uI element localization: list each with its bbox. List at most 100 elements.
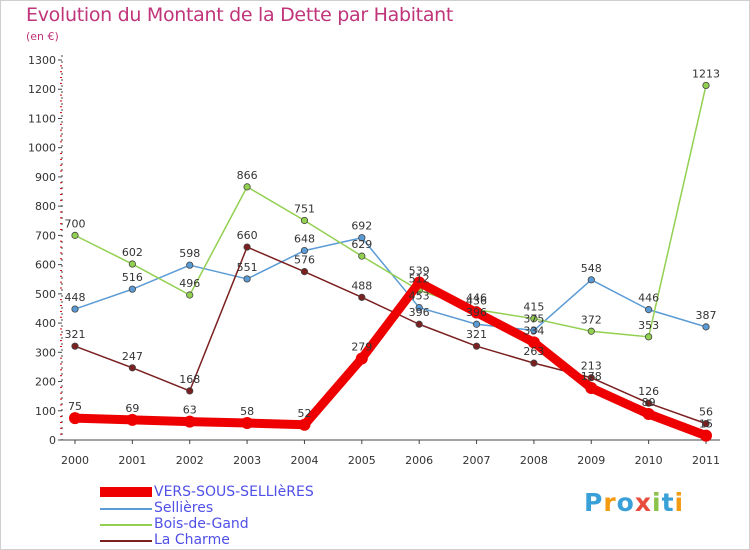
data-point (358, 234, 366, 242)
data-label: 279 (351, 340, 372, 353)
data-point (645, 306, 653, 314)
data-label: 321 (65, 328, 86, 341)
y-tick-label: 800 (35, 200, 56, 213)
data-label: 648 (294, 233, 315, 246)
data-point (472, 320, 481, 328)
data-point (527, 336, 540, 349)
data-label: 548 (581, 262, 602, 275)
x-tick-label: 2004 (290, 454, 318, 467)
data-label: 263 (523, 345, 544, 358)
data-point (700, 429, 712, 442)
data-label: 213 (581, 360, 602, 373)
x-tick-label: 2005 (348, 454, 376, 467)
axes: 0 100 200 300 400 500 600 700 800 900 1000 1100 1200… (28, 54, 720, 467)
data-label: 52 (297, 407, 311, 420)
data-point (642, 407, 655, 420)
legend-swatch (100, 540, 152, 542)
y-tick-label: 100 (35, 405, 56, 418)
y-tick-label: 700 (35, 229, 56, 242)
data-labels: 75 69 63 58 52 279 539 436 334 178 89 15 448 516 598 55… (65, 67, 721, 430)
data-label: 602 (122, 246, 143, 259)
data-label: 539 (409, 264, 430, 277)
data-label: 247 (122, 350, 143, 363)
data-label: 353 (638, 319, 659, 332)
data-label: 436 (466, 295, 487, 308)
legend-swatch (100, 508, 152, 510)
data-point (702, 420, 710, 428)
data-point (300, 216, 309, 225)
data-label: 415 (523, 301, 544, 314)
data-point (413, 276, 426, 289)
data-point (71, 305, 79, 313)
data-label: 334 (523, 324, 544, 337)
x-tick-label: 2008 (520, 454, 548, 467)
data-point (587, 276, 595, 284)
series-line-la-charme (74, 246, 707, 425)
y-tick-label: 1300 (28, 54, 56, 67)
data-label: 692 (351, 220, 372, 233)
x-tick-label: 2010 (635, 454, 663, 467)
y-tick-label: 600 (35, 259, 56, 272)
data-label: 387 (696, 309, 717, 322)
series-line-bois-de-gand (74, 84, 707, 338)
data-label: 178 (581, 370, 602, 383)
data-point (128, 364, 136, 372)
data-label: 598 (179, 247, 200, 260)
data-label: 396 (466, 306, 487, 319)
y-tick-label: 1000 (28, 142, 56, 155)
x-tick-label: 2001 (118, 454, 146, 467)
legend-label: VERS-SOUS-SELLIèRES (154, 484, 314, 500)
legend-label: La Charme (154, 532, 230, 548)
y-tick-label: 0 (49, 434, 56, 447)
data-point (243, 275, 251, 283)
data-point (530, 359, 538, 367)
data-point (355, 352, 368, 365)
data-label: 372 (581, 313, 602, 326)
chart-subtitle: (en €) (26, 30, 59, 43)
y-tick-label: 400 (35, 317, 56, 330)
y-tick-label: 900 (35, 171, 56, 184)
data-point (585, 381, 598, 394)
data-point (530, 315, 538, 323)
x-tick-label: 2011 (692, 454, 720, 467)
data-label: 69 (125, 402, 139, 415)
legend-swatch (100, 487, 152, 497)
data-label: 512 (409, 272, 430, 285)
x-tick-label: 2009 (577, 454, 605, 467)
legend-label: Sellières (154, 500, 214, 516)
data-label: 866 (237, 169, 258, 182)
data-point (128, 260, 136, 268)
data-point (702, 323, 710, 331)
data-point (645, 399, 653, 407)
series-line-vers-sous-selli-res (70, 277, 711, 441)
data-label: 375 (523, 312, 544, 325)
y-tick-label: 1200 (28, 83, 56, 96)
x-tick-label: 2006 (405, 454, 433, 467)
data-point (702, 81, 710, 90)
data-label: 15 (699, 418, 713, 431)
data-label: 396 (409, 306, 430, 319)
data-point (126, 413, 139, 426)
data-label: 488 (351, 279, 372, 292)
data-label: 321 (466, 328, 487, 341)
data-point (71, 231, 79, 239)
data-point (243, 183, 251, 191)
data-point (241, 417, 254, 430)
proxiti-logo: Proxiti (584, 488, 685, 517)
x-tick-label: 2002 (176, 454, 204, 467)
legend-label: Bois-de-Gand (154, 516, 249, 532)
y-tick-label: 500 (35, 288, 56, 301)
data-point (470, 306, 483, 319)
data-point (358, 252, 366, 260)
data-label: 168 (179, 373, 200, 386)
data-point (186, 291, 194, 299)
data-label: 58 (240, 405, 254, 418)
data-point (300, 246, 309, 255)
y-tick-label: 200 (35, 376, 56, 389)
x-tick-label: 2007 (463, 454, 491, 467)
data-label: 75 (68, 400, 82, 413)
data-label: 446 (638, 292, 659, 305)
data-point (415, 320, 423, 328)
data-point (300, 268, 309, 276)
